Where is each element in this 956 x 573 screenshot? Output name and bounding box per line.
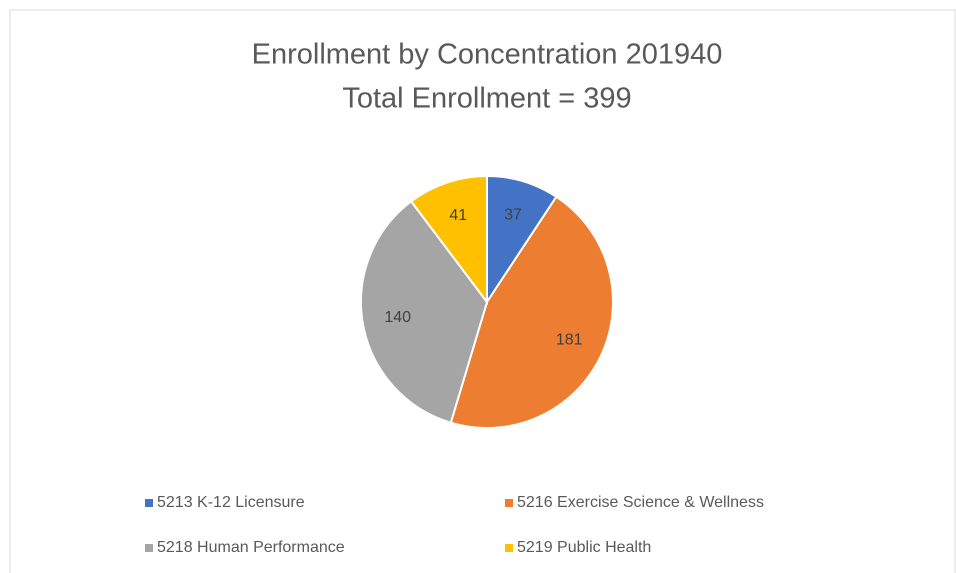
legend-label: 5219 Public Health [517, 539, 651, 556]
data-label: 37 [504, 206, 522, 223]
pie-slice [449, 195, 614, 429]
legend-swatch [145, 499, 153, 507]
legend-swatch [505, 544, 513, 552]
legend-swatch [145, 544, 153, 552]
chart-subtitle: Total Enrollment = 399 [342, 83, 631, 115]
data-label: 140 [384, 309, 411, 326]
legend-label: 5218 Human Performance [157, 539, 345, 556]
chart-title: Enrollment by Concentration 201940 [252, 39, 723, 71]
data-label: 181 [556, 332, 583, 349]
data-label: 41 [449, 207, 467, 224]
legend-swatch [505, 499, 513, 507]
pie-slice [409, 174, 488, 305]
pie-slice [360, 199, 489, 424]
legend-label: 5213 K-12 Licensure [157, 494, 305, 511]
legend-label: 5216 Exercise Science & Wellness [517, 494, 764, 511]
